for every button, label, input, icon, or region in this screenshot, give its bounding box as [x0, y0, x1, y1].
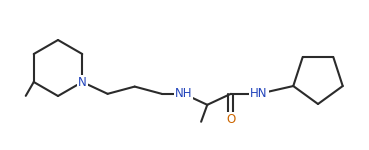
Text: N: N	[78, 75, 87, 88]
Text: O: O	[226, 113, 235, 126]
Text: NH: NH	[175, 87, 193, 100]
Text: HN: HN	[250, 87, 268, 100]
